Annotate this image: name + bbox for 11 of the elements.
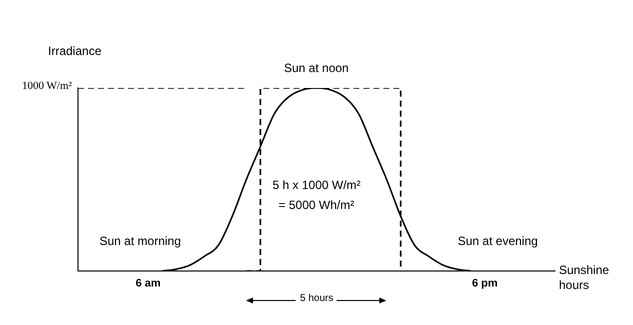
text: 5 hours <box>300 293 334 304</box>
annotation: 5 h x 1000 W/m² <box>272 178 361 192</box>
y-axis-title: Irradiance <box>48 44 102 58</box>
x-tick-label: 6 pm <box>472 278 498 290</box>
text: Sun at noon <box>284 60 349 75</box>
x-axis-title: Sunshine hours <box>559 263 610 293</box>
annotation: = 5000 Wh/m² <box>278 198 354 212</box>
annotation: Sun at morning <box>100 234 181 248</box>
text: 1000 W/m² <box>22 80 72 92</box>
x-tick-label: 6 am <box>136 278 161 290</box>
annotation: Sun at evening <box>458 234 538 248</box>
